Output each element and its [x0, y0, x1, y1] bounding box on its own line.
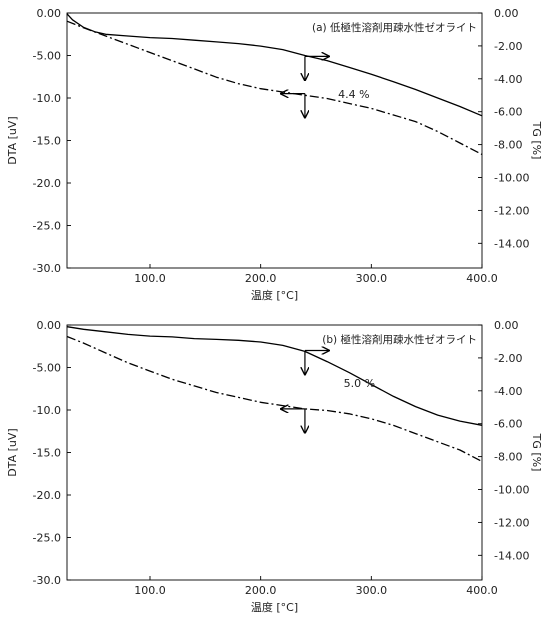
right-y-tick-label: -6.00 — [494, 106, 522, 119]
left-y-tick-label: -30.0 — [33, 262, 61, 275]
right-y-tick-label: -10.00 — [494, 172, 529, 185]
right-y-tick-label: -14.00 — [494, 549, 529, 562]
x-tick-label: 200.0 — [245, 584, 277, 597]
chart-panel-a: 0.00 -5.00 -10.0 -15.0 -20.0 -25.0 -30.0 0.00 -2… — [6, 7, 543, 302]
right-y-tick-label: 0.00 — [494, 7, 519, 20]
right-y-tick-label: -2.00 — [494, 40, 522, 53]
left-y-tick-label: -15.0 — [33, 447, 61, 460]
dta-curve — [66, 326, 483, 426]
right-y-tick-label: -4.00 — [494, 385, 522, 398]
left-y-axis-title: DTA [uV] — [6, 116, 19, 164]
right-y-tick-label: -2.00 — [494, 352, 522, 365]
left-y-tick-label: 0.00 — [37, 319, 62, 332]
right-y-tick-label: -10.00 — [494, 484, 529, 497]
left-y-axis-title: DTA [uV] — [6, 428, 19, 476]
left-y-tick-label: -5.00 — [33, 362, 61, 375]
x-axis-title: 温度 [°C] — [251, 288, 298, 302]
x-tick-label: 300.0 — [356, 584, 388, 597]
right-y-tick-label: 0.00 — [494, 319, 519, 332]
left-y-tick-label: -25.0 — [33, 532, 61, 545]
right-y-tick-label: -8.00 — [494, 139, 522, 152]
right-y-tick-label: -12.00 — [494, 516, 529, 529]
right-y-axis-title: TG [%] — [530, 121, 543, 160]
left-y-tick-label: -20.0 — [33, 489, 61, 502]
right-y-tick-label: -6.00 — [494, 418, 522, 431]
panel-label: (a) 低極性溶剤用疎水性ゼオライト — [312, 21, 477, 34]
x-tick-label: 400.0 — [466, 584, 498, 597]
right-y-axis-title: TG [%] — [530, 433, 543, 472]
right-y-tick-label: -4.00 — [494, 73, 522, 86]
left-y-tick-label: -10.0 — [33, 404, 61, 417]
left-y-tick-label: -15.0 — [33, 135, 61, 148]
panel-label: (b) 極性溶剤用疎水性ゼオライト — [322, 333, 477, 346]
right-y-tick-label: -8.00 — [494, 451, 522, 464]
x-tick-label: 400.0 — [466, 272, 498, 285]
tg-curve — [66, 20, 483, 156]
left-y-tick-label: 0.00 — [37, 7, 62, 20]
x-tick-label: 300.0 — [356, 272, 388, 285]
left-y-tick-label: -10.0 — [33, 92, 61, 105]
left-y-tick-label: -25.0 — [33, 220, 61, 233]
x-tick-label: 100.0 — [134, 272, 166, 285]
left-y-tick-label: -20.0 — [33, 177, 61, 190]
mass-loss-annotation: 5.0 % — [344, 377, 375, 390]
mass-loss-annotation: 4.4 % — [338, 88, 369, 101]
x-tick-label: 200.0 — [245, 272, 277, 285]
x-tick-label: 100.0 — [134, 584, 166, 597]
dta-curve — [66, 13, 483, 117]
left-y-tick-label: -30.0 — [33, 574, 61, 587]
plot-frame — [66, 12, 483, 269]
left-y-tick-label: -5.00 — [33, 50, 61, 63]
chart-panel-b: 0.00 -5.00 -10.0 -15.0 -20.0 -25.0 -30.0 0.00 -2… — [6, 319, 543, 614]
plot-frame — [66, 324, 483, 581]
right-y-tick-label: -12.00 — [494, 204, 529, 217]
right-y-tick-label: -14.00 — [494, 237, 529, 250]
tg-curve — [66, 335, 483, 463]
x-axis-title: 温度 [°C] — [251, 600, 298, 614]
